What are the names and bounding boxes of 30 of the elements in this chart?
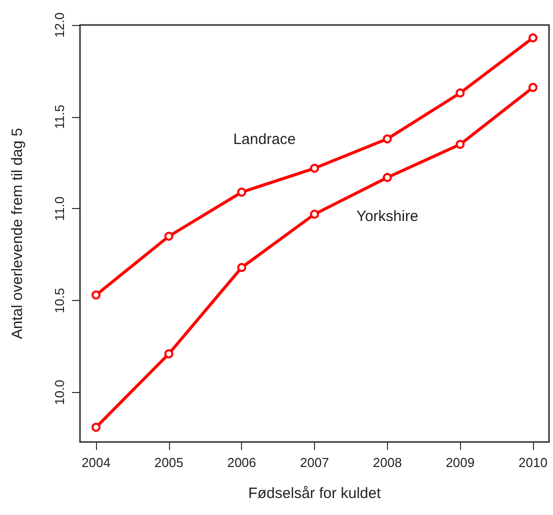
- y-tick-label: 11.5: [52, 104, 67, 130]
- point: [237, 262, 246, 272]
- y-axis-title: Antal overlevende frem til dag 5: [9, 128, 26, 339]
- y-tick-label: 11.0: [52, 196, 67, 221]
- point: [456, 88, 465, 98]
- x-tick-label: 2007: [300, 455, 329, 470]
- point: [382, 172, 392, 182]
- x-tick-label: 2005: [154, 455, 184, 470]
- x-tick-label: 2004: [82, 455, 110, 470]
- point: [382, 134, 392, 144]
- x-tick-label: 2006: [227, 455, 256, 470]
- x-tick-label: 2010: [518, 455, 548, 470]
- x-tick-label: 2009: [446, 455, 475, 470]
- point: [164, 232, 174, 241]
- point: [528, 33, 538, 42]
- y-tick-label: 10.0: [52, 380, 67, 406]
- point: [310, 210, 319, 219]
- y-tick-label: 12.0: [52, 12, 67, 38]
- series-label: Yorkshire: [356, 208, 418, 225]
- y-tick-label: 10.5: [52, 288, 67, 314]
- series-label: Landrace: [233, 130, 296, 148]
- point: [528, 82, 538, 92]
- point: [237, 188, 246, 197]
- x-tick-label: 2008: [372, 455, 402, 470]
- x-axis-title: Fødselsår for kuldet: [248, 485, 382, 502]
- point: [92, 290, 101, 300]
- point: [456, 140, 465, 149]
- point: [164, 349, 174, 358]
- point: [310, 164, 319, 173]
- point: [92, 422, 101, 432]
